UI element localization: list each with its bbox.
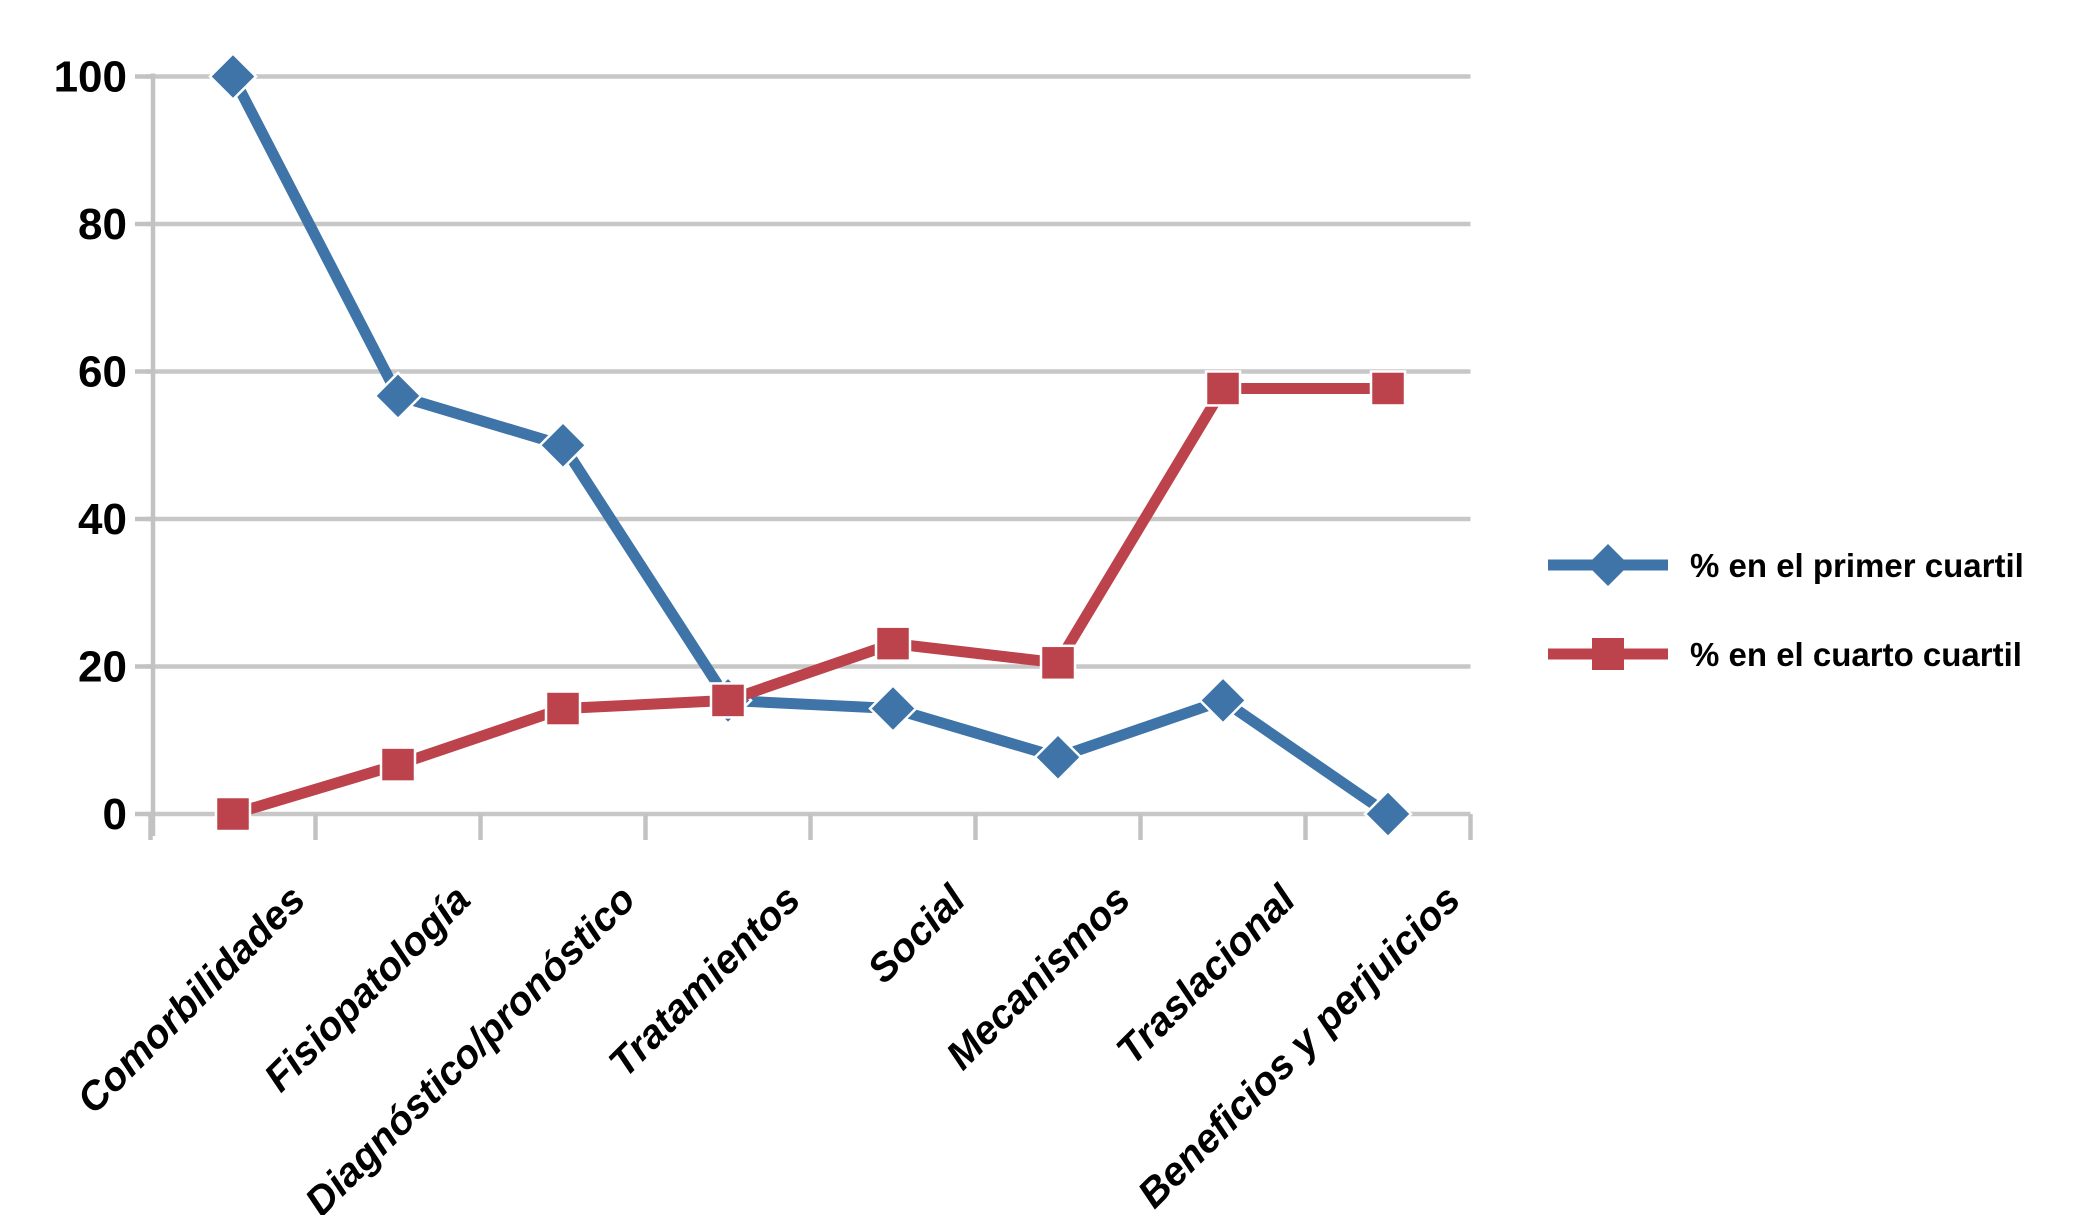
legend-item: % en el primer cuartil [1548,544,2024,586]
diamond-marker [868,683,918,734]
diamond-marker [208,51,258,102]
legend-label: % en el cuarto cuartil [1690,636,2022,673]
diamond-marker [373,371,423,421]
square-marker [379,746,417,783]
legend: % en el primer cuartil % en el cuarto cua… [1548,544,2024,673]
square-marker [214,795,252,833]
series-line [227,382,1394,820]
square-marker [1039,644,1077,682]
diamond-marker [1033,732,1083,782]
square-marker [874,625,912,662]
legend-diamond-marker [1587,544,1629,586]
y-tick-label: 0 [103,790,127,839]
square-marker [1204,370,1242,407]
diamond-marker [1198,675,1248,726]
legend-label: % en el primer cuartil [1690,547,2024,584]
axes [135,73,1473,840]
diamond-marker [1363,789,1413,839]
y-tick-label: 100 [54,53,127,102]
legend-square-marker [1592,638,1624,670]
square-marker [709,682,747,719]
square-marker [544,690,582,727]
y-tick-label: 20 [78,643,127,692]
series-line [227,71,1394,820]
y-axis-labels: 0 20 40 60 80 100 [54,53,127,840]
y-tick-label: 40 [78,495,127,544]
y-tick-label: 80 [78,200,127,249]
gridlines [146,74,1471,817]
legend-item: % en el cuarto cuartil [1548,636,2022,673]
square-marker [1369,370,1407,407]
diamond-marker [538,420,588,471]
series-cuarto-cuartil [214,370,1407,833]
y-tick-label: 60 [78,348,127,397]
